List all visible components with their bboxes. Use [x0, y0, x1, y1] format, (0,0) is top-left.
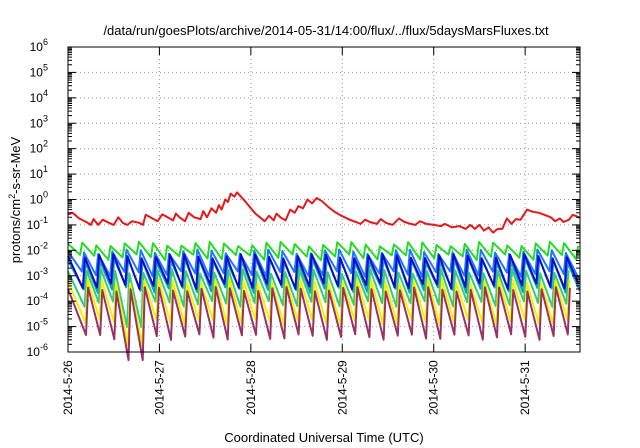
y-tick-label: 10-1 [27, 215, 48, 232]
y-tick-label: 10-3 [27, 266, 48, 283]
series-group [67, 191, 581, 362]
series-line [67, 240, 580, 262]
y-tick-label: 105 [30, 62, 48, 79]
y-tick-label: 10-5 [27, 317, 48, 334]
y-axis-label-post: -s-sr-MeV [8, 136, 23, 193]
series-line [67, 248, 579, 278]
series-line [67, 286, 571, 362]
y-tick-label: 10-4 [27, 291, 48, 308]
series-line [67, 253, 580, 290]
y-tick-label: 104 [30, 88, 48, 105]
y-tick-label: 100 [30, 190, 48, 207]
x-axis-label: Coordinated Universal Time (UTC) [224, 430, 423, 445]
y-ticks: 10-6 10-5 10-4 10-3 10-2 10-1 100 101 102 103 104 1… [27, 37, 580, 359]
x-tick-label: 2014-5-26 [61, 360, 75, 415]
x-tick-label: 2014-5-28 [244, 360, 258, 415]
y-tick-label: 10-2 [27, 240, 48, 257]
x-ticks: 2014-5-26 2014-5-27 2014-5-28 2014-5-29 2014… [61, 47, 532, 415]
x-tick-label: 2014-5-27 [152, 360, 166, 415]
x-tick-label: 2014-5-30 [427, 360, 441, 415]
x-tick-label: 2014-5-31 [518, 360, 532, 415]
x-tick-label: 2014-5-29 [335, 360, 349, 415]
y-axis-label-pre: protons/cm [8, 199, 23, 263]
y-axis-label: protons/cm2-s-sr-MeV [7, 136, 23, 263]
chart-title: /data/run/goesPlots/archive/2014-05-31/1… [103, 23, 549, 38]
y-tick-label: 102 [30, 139, 48, 156]
series-line [67, 257, 581, 294]
y-tick-label: 106 [30, 37, 48, 54]
y-tick-label: 103 [30, 113, 48, 130]
y-tick-label: 10-6 [27, 342, 48, 359]
y-tick-label: 101 [30, 164, 48, 181]
series-line [67, 268, 570, 328]
y-axis-label-sup: 2 [7, 194, 17, 199]
series-line [67, 191, 581, 234]
